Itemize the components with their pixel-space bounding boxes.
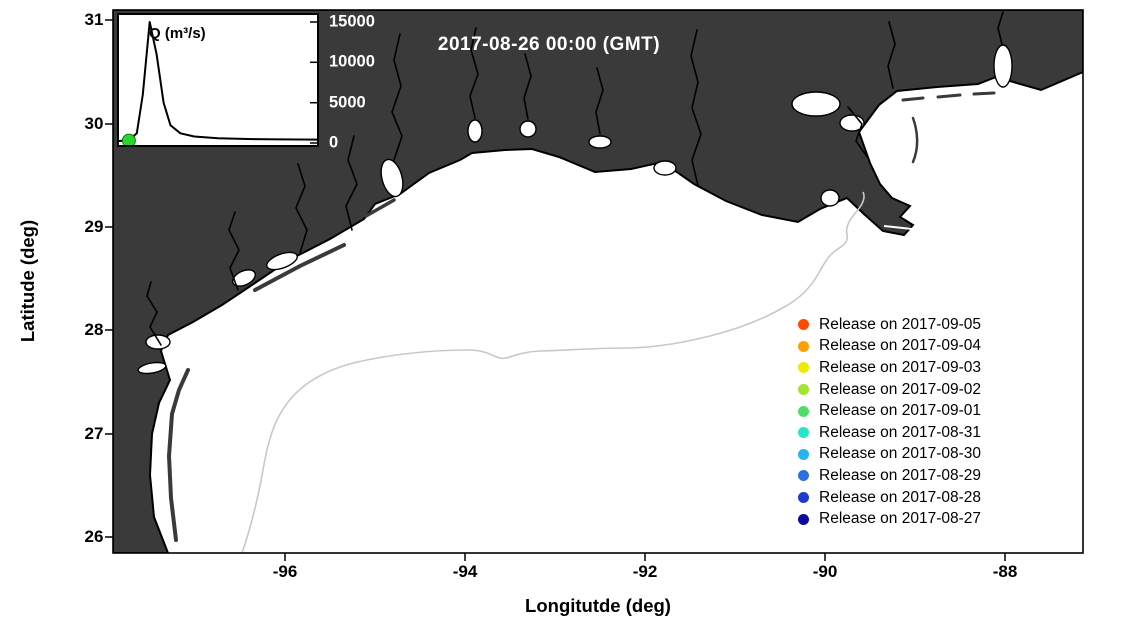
map-title: 2017-08-26 00:00 (GMT) bbox=[437, 34, 661, 55]
y-axis-label: Latitude (deg) bbox=[17, 219, 38, 343]
inset-tick-label: 10000 bbox=[329, 52, 375, 71]
galveston-bay bbox=[380, 158, 404, 198]
mississippi-sound-island bbox=[972, 91, 996, 96]
inset-tick-label: 15000 bbox=[329, 12, 375, 31]
vermilion-bay bbox=[653, 160, 677, 176]
river-line bbox=[146, 281, 162, 346]
legend-label: Release on 2017-09-01 bbox=[819, 402, 982, 420]
x-tick-label: -94 bbox=[452, 562, 478, 581]
y-tick-label: 28 bbox=[84, 320, 104, 339]
x-axis-label: Longitutde (deg) bbox=[525, 595, 671, 616]
y-tick-label: 29 bbox=[84, 217, 104, 236]
axis-tick-marks bbox=[105, 19, 1006, 561]
river-line bbox=[847, 106, 869, 159]
barrier-islands bbox=[166, 91, 996, 542]
x-tick-label: -96 bbox=[272, 562, 298, 581]
river-line bbox=[997, 11, 1004, 45]
legend-row: Release on 2017-08-28 bbox=[798, 487, 981, 509]
x-tick-label: -88 bbox=[992, 562, 1018, 581]
x-tick-label: -90 bbox=[812, 562, 838, 581]
legend-label: Release on 2017-09-03 bbox=[819, 358, 982, 376]
legend-dot bbox=[798, 405, 809, 417]
legend-row: Release on 2017-09-03 bbox=[798, 357, 981, 379]
baffin-bay bbox=[137, 361, 167, 375]
inset-tick-label: 5000 bbox=[329, 93, 366, 112]
legend-dot bbox=[798, 492, 809, 504]
san-antonio-bay bbox=[232, 269, 256, 287]
legend-row: Release on 2017-09-01 bbox=[798, 400, 981, 422]
legend-label: Release on 2017-09-05 bbox=[819, 315, 982, 333]
legend-dot bbox=[798, 427, 809, 439]
legend-label: Release on 2017-08-31 bbox=[819, 423, 982, 441]
delta-channel bbox=[883, 225, 913, 230]
inset-q-label: Q (m³/s) bbox=[149, 25, 206, 42]
legend-row: Release on 2017-08-27 bbox=[798, 508, 981, 530]
legend-label: Release on 2017-08-28 bbox=[819, 488, 982, 506]
legend-row: Release on 2017-08-31 bbox=[798, 422, 981, 444]
lake-pontchartrain bbox=[791, 91, 841, 117]
legend-dot bbox=[798, 384, 809, 396]
inset-current-marker bbox=[121, 133, 136, 145]
white-lake bbox=[588, 135, 612, 149]
inset-plot-canvas bbox=[119, 21, 317, 145]
river-line bbox=[887, 21, 896, 89]
river-line bbox=[295, 163, 308, 254]
corpus-christi-bay bbox=[145, 334, 171, 350]
inset-curve bbox=[119, 21, 317, 142]
river-line bbox=[690, 29, 702, 187]
axes-box bbox=[112, 9, 1084, 554]
shelf-contour bbox=[241, 191, 865, 553]
legend-row: Release on 2017-08-29 bbox=[798, 465, 981, 487]
mississippi-sound-island bbox=[901, 96, 925, 102]
y-tick-label: 27 bbox=[84, 424, 104, 443]
legend-row: Release on 2017-09-04 bbox=[798, 336, 981, 358]
legend-dot bbox=[798, 362, 809, 374]
x-tick-label: -92 bbox=[632, 562, 658, 581]
y-tick-label: 30 bbox=[84, 114, 104, 133]
legend-dot bbox=[798, 448, 809, 460]
matagorda-peninsula bbox=[253, 243, 346, 292]
legend-row: Release on 2017-09-02 bbox=[798, 379, 981, 401]
river-line bbox=[228, 211, 240, 291]
galveston-island bbox=[364, 198, 396, 218]
inset-hydrograph: Q (m³/s) bbox=[117, 13, 319, 147]
legend-dot bbox=[798, 470, 809, 482]
land-polygon bbox=[113, 10, 1083, 553]
inset-tick-label: 0 bbox=[329, 133, 339, 152]
calcasieu-lake bbox=[519, 120, 537, 138]
matagorda-bay bbox=[266, 251, 298, 271]
chandeleur-islands bbox=[911, 116, 919, 164]
legend-dot bbox=[798, 319, 809, 331]
legend-row: Release on 2017-08-30 bbox=[798, 444, 981, 466]
barataria-bay bbox=[820, 189, 840, 207]
river-line bbox=[391, 33, 403, 161]
legend-label: Release on 2017-08-27 bbox=[819, 510, 982, 528]
legend-row: Release on 2017-09-05 bbox=[798, 314, 981, 336]
river-line bbox=[595, 67, 604, 135]
river-line bbox=[469, 27, 479, 119]
y-tick-label: 26 bbox=[84, 527, 104, 546]
y-tick-label: 31 bbox=[84, 10, 104, 29]
release-legend: Release on 2017-09-05 Release on 2017-09… bbox=[798, 314, 981, 530]
legend-dot bbox=[798, 340, 809, 352]
legend-label: Release on 2017-09-04 bbox=[819, 337, 982, 355]
mississippi-sound-island bbox=[936, 93, 962, 99]
legend-label: Release on 2017-09-02 bbox=[819, 380, 982, 398]
river-line bbox=[523, 53, 532, 120]
padre-island bbox=[166, 368, 190, 542]
legend-label: Release on 2017-08-30 bbox=[819, 445, 982, 463]
river-line bbox=[345, 135, 358, 231]
bay-and-lake-shapes bbox=[137, 44, 1013, 375]
map-layers bbox=[113, 10, 1083, 553]
inset-tick-marks bbox=[310, 21, 317, 144]
river-lines bbox=[146, 11, 1004, 346]
mobile-bay bbox=[993, 44, 1013, 88]
legend-dot bbox=[798, 513, 809, 525]
legend-label: Release on 2017-08-29 bbox=[819, 466, 982, 484]
sabine-lake bbox=[467, 119, 483, 143]
